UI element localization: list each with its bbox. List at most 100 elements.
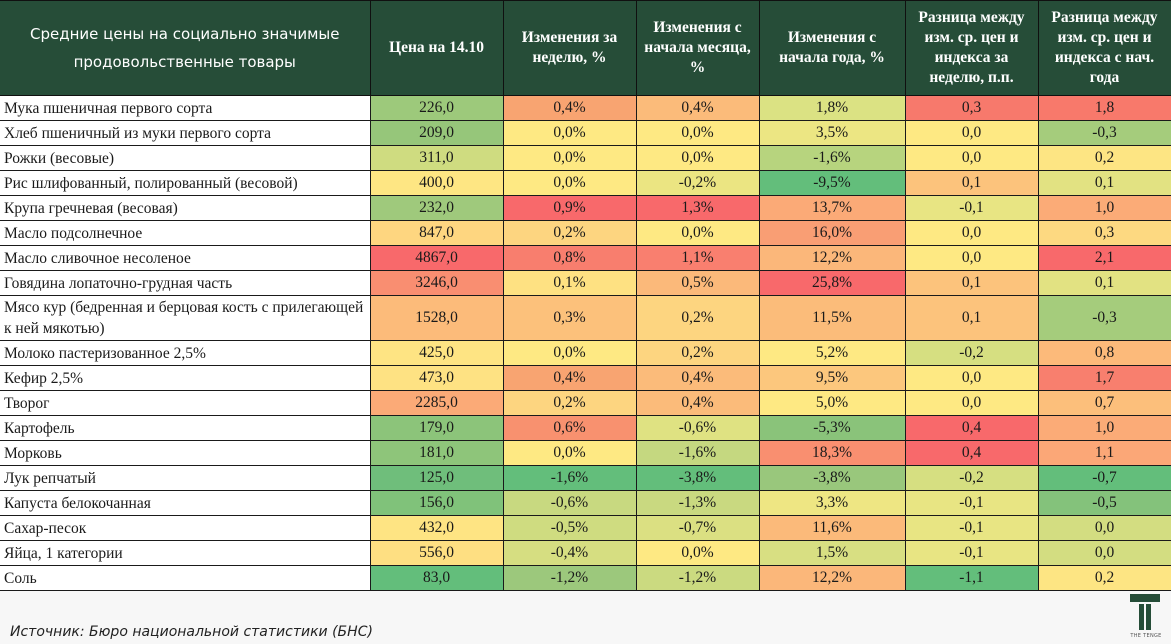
cell-year-index-diff: 1,0 [1037,415,1171,441]
cell-week-index-diff: 0,1 [904,170,1039,196]
cell-price: 400,0 [369,170,504,196]
product-name: Творог [0,390,371,416]
cell-month-change: -1,6% [635,440,760,466]
product-name: Говядина лопаточно-грудная часть [0,270,371,296]
cell-month-change: 0,0% [635,540,760,566]
cell-year-index-diff: -0,3 [1037,120,1171,146]
logo-stem [1139,604,1144,630]
cell-week-index-diff: 0,3 [904,95,1039,121]
product-name: Масло сливочное несоленое [0,245,371,271]
cell-week-index-diff: 0,0 [904,365,1039,391]
cell-year-index-diff: 1,7 [1037,365,1171,391]
cell-year-change: -9,5% [758,170,906,196]
cell-year-index-diff: -0,5 [1037,490,1171,516]
cell-month-change: 0,4% [635,390,760,416]
table-row: Лук репчатый 125,0 -1,6% -3,8% -3,8% -0,2 -0,7 [0,465,1171,491]
cell-price: 156,0 [369,490,504,516]
cell-month-change: 0,5% [635,270,760,296]
cell-month-change: -0,2% [635,170,760,196]
product-name: Масло подсолнечное [0,220,371,246]
cell-week-change: 0,0% [502,170,637,196]
cell-year-change: 25,8% [758,270,906,296]
cell-price: 3246,0 [369,270,504,296]
product-name: Картофель [0,415,371,441]
cell-price: 4867,0 [369,245,504,271]
cell-year-change: 18,3% [758,440,906,466]
cell-week-change: 0,2% [502,390,637,416]
cell-week-index-diff: -0,1 [904,515,1039,541]
cell-week-index-diff: 0,0 [904,145,1039,171]
table-row: Морковь 181,0 0,0% -1,6% 18,3% 0,4 1,1 [0,440,1171,466]
product-name: Кефир 2,5% [0,365,371,391]
cell-price: 425,0 [369,340,504,366]
product-name: Морковь [0,440,371,466]
cell-price: 125,0 [369,465,504,491]
cell-year-index-diff: 2,1 [1037,245,1171,271]
cell-week-index-diff: -0,1 [904,490,1039,516]
cell-month-change: -1,2% [635,565,760,591]
table-row: Картофель 179,0 0,6% -0,6% -5,3% 0,4 1,0 [0,415,1171,441]
cell-month-change: -0,7% [635,515,760,541]
table-row: Масло подсолнечное 847,0 0,2% 0,0% 16,0% 0,0 0… [0,220,1171,246]
cell-week-index-diff: -0,2 [904,340,1039,366]
cell-year-index-diff: 1,8 [1037,95,1171,121]
header-week-index-diff: Разница между изм. ср. цен и индекса за … [904,0,1039,96]
cell-month-change: -0,6% [635,415,760,441]
product-name: Капуста белокочанная [0,490,371,516]
cell-year-change: 3,3% [758,490,906,516]
cell-week-change: -0,4% [502,540,637,566]
cell-week-change: 0,6% [502,415,637,441]
product-name: Мясо кур (бедренная и берцовая кость с п… [0,295,371,341]
cell-month-change: -1,3% [635,490,760,516]
cell-month-change: 1,3% [635,195,760,221]
header-product: Средние цены на социально значимые продо… [0,0,371,96]
cell-month-change: 0,2% [635,295,760,341]
product-name: Яйца, 1 категории [0,540,371,566]
cell-month-change: 0,4% [635,95,760,121]
header-price: Цена на 14.10 [369,0,504,96]
cell-year-index-diff: 0,0 [1037,540,1171,566]
table-body: Мука пшеничная первого сорта 226,0 0,4% 0,4… [0,95,1171,591]
cell-year-change: -3,8% [758,465,906,491]
cell-year-index-diff: -0,7 [1037,465,1171,491]
product-name: Лук репчатый [0,465,371,491]
table-row: Крупа гречневая (весовая) 232,0 0,9% 1,3% 13… [0,195,1171,221]
cell-week-change: 0,4% [502,365,637,391]
cell-year-change: -1,6% [758,145,906,171]
cell-month-change: 0,0% [635,145,760,171]
cell-year-change: -5,3% [758,415,906,441]
cell-week-change: -1,6% [502,465,637,491]
cell-year-index-diff: 0,3 [1037,220,1171,246]
product-name: Мука пшеничная первого сорта [0,95,371,121]
header-year-index-diff: Разница между изм. ср. цен и индекса с н… [1037,0,1171,96]
cell-week-change: 0,3% [502,295,637,341]
cell-week-index-diff: 0,0 [904,220,1039,246]
the-tenge-logo-icon: THE TENGE [1128,594,1164,640]
table-row: Яйца, 1 категории 556,0 -0,4% 0,0% 1,5% -0,1 0… [0,540,1171,566]
cell-price: 311,0 [369,145,504,171]
table-row: Соль 83,0 -1,2% -1,2% 12,2% -1,1 0,2 [0,565,1171,591]
table-row: Хлеб пшеничный из муки первого сорта 209,… [0,120,1171,146]
cell-week-change: 0,9% [502,195,637,221]
cell-week-index-diff: -0,1 [904,540,1039,566]
cell-week-index-diff: -0,1 [904,195,1039,221]
price-table: Средние цены на социально значимые продо… [0,0,1171,591]
cell-year-index-diff: 0,1 [1037,270,1171,296]
cell-week-index-diff: 0,1 [904,295,1039,341]
cell-year-index-diff: 1,0 [1037,195,1171,221]
cell-year-change: 12,2% [758,245,906,271]
cell-year-change: 1,5% [758,540,906,566]
cell-week-index-diff: 0,4 [904,440,1039,466]
cell-year-index-diff: 1,1 [1037,440,1171,466]
cell-week-index-diff: 0,0 [904,390,1039,416]
product-name: Молоко пастеризованное 2,5% [0,340,371,366]
cell-month-change: -3,8% [635,465,760,491]
table-row: Мука пшеничная первого сорта 226,0 0,4% 0,4… [0,95,1171,121]
cell-year-index-diff: 0,2 [1037,565,1171,591]
table-row: Мясо кур (бедренная и берцовая кость с п… [0,295,1171,341]
cell-week-index-diff: 0,4 [904,415,1039,441]
cell-price: 432,0 [369,515,504,541]
header-year-change: Изменения с начала года, % [758,0,906,96]
product-name: Рожки (весовые) [0,145,371,171]
table-row: Кефир 2,5% 473,0 0,4% 0,4% 9,5% 0,0 1,7 [0,365,1171,391]
